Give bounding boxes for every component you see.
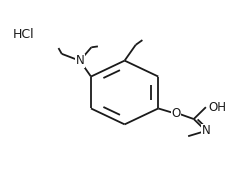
Text: N: N — [76, 54, 84, 67]
Text: O: O — [171, 107, 181, 120]
Text: OH: OH — [209, 101, 227, 114]
Text: N: N — [201, 124, 210, 137]
Text: HCl: HCl — [12, 28, 34, 41]
